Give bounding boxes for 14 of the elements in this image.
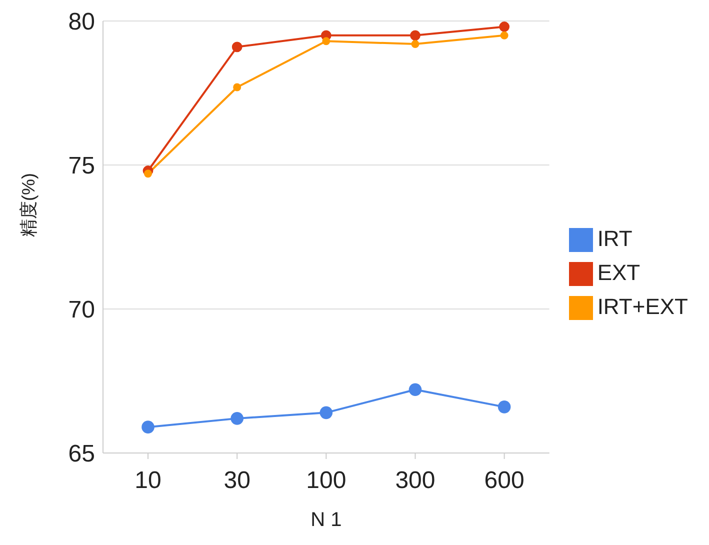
legend-label: IRT xyxy=(597,226,632,251)
x-tick-label: 30 xyxy=(224,467,250,494)
y-axis-title: 精度(%) xyxy=(18,173,38,237)
x-tick-label: 10 xyxy=(134,467,162,494)
x-axis-title: N 1 xyxy=(310,509,342,531)
legend-label: IRT+EXT xyxy=(597,294,688,319)
y-tick-label: 75 xyxy=(68,152,95,180)
x-tick-label: 600 xyxy=(484,467,524,494)
y-tick-label: 80 xyxy=(68,8,95,36)
y-tick-label: 70 xyxy=(68,296,95,324)
y-tick-label: 65 xyxy=(68,440,95,468)
legend-label: EXT xyxy=(597,260,640,285)
x-tick-label: 100 xyxy=(306,467,346,494)
x-tick-label: 300 xyxy=(395,467,436,494)
